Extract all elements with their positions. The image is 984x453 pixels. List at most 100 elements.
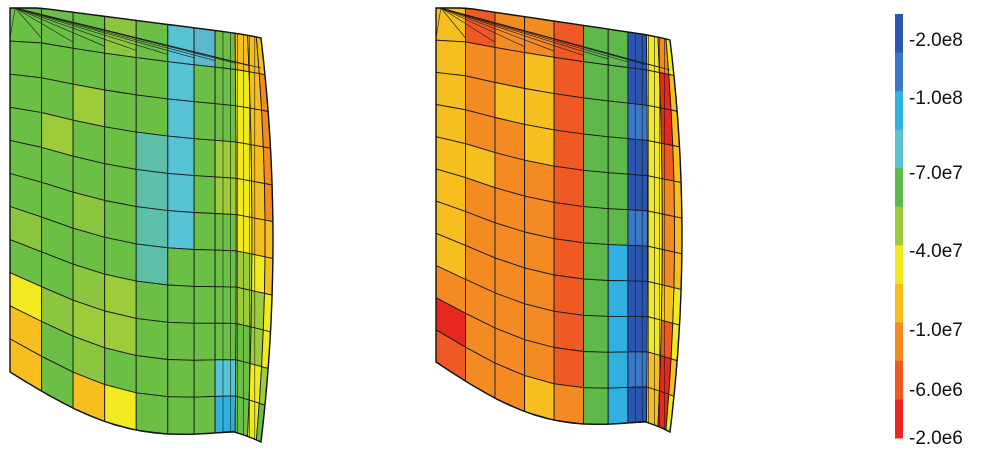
colorbar-label-1: -1.0e8 (909, 88, 963, 109)
mesh-cell (524, 159, 555, 203)
mesh-cell (674, 216, 683, 255)
mesh-cell (250, 289, 265, 331)
mesh-cell (193, 138, 216, 178)
mesh-cell (250, 144, 265, 185)
mesh-cell (193, 64, 216, 105)
mesh-cell (72, 11, 106, 54)
mesh-cell (235, 68, 251, 109)
mesh-cell (167, 359, 195, 398)
mesh-cell (135, 392, 169, 435)
mesh-cell (435, 39, 466, 77)
mesh-cell (193, 175, 216, 214)
mesh-cell (647, 245, 663, 286)
mesh-cell (193, 285, 216, 324)
mesh-cell (251, 217, 266, 258)
mesh-cell (583, 278, 609, 317)
mesh-cell (135, 168, 169, 212)
mesh-cell (104, 52, 137, 96)
mesh-cell (435, 71, 466, 111)
mesh-cell (167, 172, 195, 213)
mesh-cell (607, 64, 629, 104)
mesh-cell (135, 94, 169, 137)
mesh-cell (553, 274, 585, 316)
mesh-cell (583, 242, 609, 281)
mesh-cell (214, 359, 237, 397)
mesh-cell (193, 395, 216, 435)
mesh-cell (214, 176, 237, 216)
mesh-line (440, 7, 525, 47)
mesh-cell (167, 23, 195, 66)
mesh-cell (583, 351, 609, 389)
mesh-cell (607, 280, 629, 317)
colorbar-segment (895, 91, 903, 131)
mesh-cell (524, 87, 555, 131)
mesh-line (15, 7, 216, 61)
mesh-cell (553, 201, 585, 244)
mesh-cell (9, 40, 43, 79)
mesh-cell (627, 66, 648, 106)
mesh-line (435, 7, 442, 39)
mesh-cell (251, 180, 266, 221)
mesh-cell (214, 30, 236, 71)
mesh-cell (167, 284, 195, 324)
mesh-cell (553, 129, 585, 171)
mesh-cell (583, 97, 609, 138)
mesh-cell (104, 163, 137, 208)
mesh-cell (167, 247, 195, 287)
mesh-cell (214, 249, 237, 288)
colorbar-segment (895, 168, 903, 208)
mesh-line (15, 7, 168, 55)
mesh-cell (524, 195, 555, 240)
mesh-cell (135, 355, 169, 398)
colorbar-segment (895, 360, 903, 400)
mesh-cell (193, 322, 216, 361)
mesh-cell (607, 100, 629, 140)
mesh-cell (251, 253, 266, 294)
mesh-cell (435, 7, 466, 43)
mesh-line (440, 7, 555, 52)
mesh-cell (660, 284, 675, 324)
mesh-cell (214, 286, 237, 324)
mesh-cell (647, 175, 663, 215)
mesh-cell (524, 123, 555, 167)
colorbar-segment (895, 52, 903, 92)
mesh-cell (553, 383, 585, 425)
mesh-line (440, 7, 671, 71)
mesh-cell (583, 387, 609, 425)
mesh-cell (607, 208, 629, 246)
mesh-cell (41, 42, 74, 85)
mesh-cell (167, 98, 195, 140)
mesh-line (440, 7, 496, 43)
mesh-line (440, 7, 584, 56)
colorbar-strip (895, 14, 903, 439)
mesh-cell (167, 321, 195, 361)
mesh-cell (627, 315, 648, 353)
mesh-cell (135, 280, 169, 323)
mesh-cell (646, 351, 662, 392)
right-mesh-model (435, 7, 683, 434)
mesh-cell (646, 69, 662, 109)
mesh-cell (553, 310, 585, 353)
mesh-outline (435, 7, 683, 434)
mesh-cell (41, 7, 74, 49)
mesh-cell (104, 199, 137, 245)
mesh-line (15, 7, 105, 47)
mesh-line (15, 7, 42, 39)
mesh-cell (627, 280, 648, 318)
mesh-cell (167, 135, 195, 177)
mesh-cell (607, 351, 629, 389)
mesh-cell (193, 27, 216, 68)
mesh-cell (135, 131, 169, 174)
colorbar-segment (895, 399, 903, 439)
mesh-cell (214, 395, 236, 434)
mesh-cell (553, 93, 585, 135)
mesh-cell (264, 219, 274, 259)
colorbar-label-6: -2.0e6 (909, 428, 963, 449)
mesh-cell (214, 103, 237, 143)
mesh-line (440, 7, 466, 39)
mesh-cell (524, 52, 555, 95)
mesh-cell (627, 209, 649, 247)
mesh-cell (249, 326, 264, 368)
colorbar-segment (895, 206, 903, 246)
mesh-cell (627, 173, 649, 212)
